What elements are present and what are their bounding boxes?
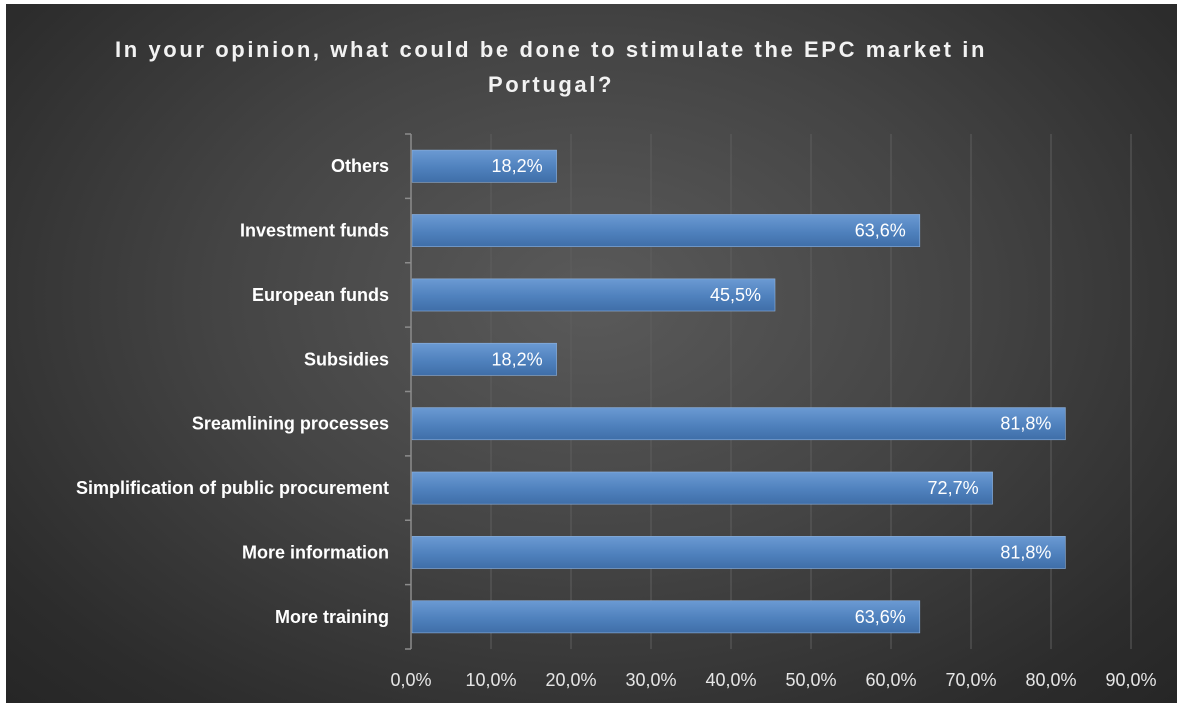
chart-frame: In your opinion, what could be done to s…	[6, 4, 1177, 703]
data-label: 63,6%	[855, 221, 906, 241]
x-tick-label: 50,0%	[785, 670, 836, 690]
x-tick-label: 90,0%	[1105, 670, 1156, 690]
bars: 18,2% 63,6% 45,5% 18,2% 81,8% 72,7% 81,8% 63,6%	[411, 149, 1066, 634]
bar	[411, 149, 557, 183]
x-tick-label: 70,0%	[945, 670, 996, 690]
x-tick-label: 60,0%	[865, 670, 916, 690]
x-tick-label: 30,0%	[625, 670, 676, 690]
bar	[411, 471, 993, 505]
data-label: 63,6%	[855, 607, 906, 627]
data-label: 18,2%	[492, 349, 543, 369]
chart-plot: 18,2% 63,6% 45,5% 18,2% 81,8% 72,7% 81,8% 63,6%…	[76, 133, 1157, 690]
category-label: Simplification of public procurement	[76, 478, 389, 498]
category-label: More information	[242, 542, 389, 562]
x-tick-label: 80,0%	[1025, 670, 1076, 690]
chart-title: In your opinion, what could be done to s…	[115, 37, 987, 97]
data-label: 45,5%	[710, 285, 761, 305]
category-label: Subsidies	[304, 349, 389, 369]
bar	[411, 600, 921, 634]
category-label: Others	[331, 156, 389, 176]
bar	[411, 214, 921, 247]
bar	[411, 278, 776, 312]
x-tick-labels: 0,0% 10,0% 20,0% 30,0% 40,0% 50,0% 60,0% 70,0% 8…	[390, 670, 1156, 690]
x-tick-label: 40,0%	[705, 670, 756, 690]
data-label: 18,2%	[492, 156, 543, 176]
bar	[411, 536, 1066, 569]
data-label: 72,7%	[928, 478, 979, 498]
category-label: More training	[275, 607, 389, 627]
category-label: European funds	[252, 285, 389, 305]
category-label: Sreamlining processes	[192, 414, 389, 434]
x-tick-label: 20,0%	[545, 670, 596, 690]
y-axis	[405, 133, 412, 650]
category-label: Investment funds	[240, 221, 389, 241]
x-tick-label: 0,0%	[390, 670, 431, 690]
bar	[411, 342, 557, 376]
data-label: 81,8%	[1000, 414, 1051, 434]
bar	[411, 407, 1066, 441]
category-labels: Others Investment funds European funds Subs…	[76, 156, 389, 627]
gridlines	[490, 134, 1132, 649]
data-label: 81,8%	[1000, 542, 1051, 562]
x-tick-label: 10,0%	[465, 670, 516, 690]
